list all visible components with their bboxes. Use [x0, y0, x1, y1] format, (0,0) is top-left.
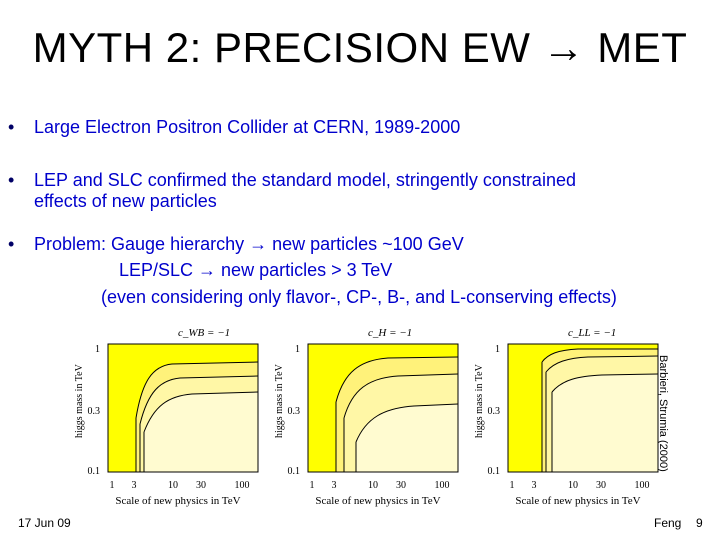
plot-frame — [307, 343, 459, 473]
y-axis-label: higgs mass in TeV — [74, 363, 85, 438]
contour-plots: c_WB = −1 higgs mass in TeV 1 0.3 0.1 1 … — [74, 327, 659, 507]
bullet-text-cont: (even considering only flavor-, CP-, B-,… — [101, 287, 617, 307]
footer-date: 17 Jun 09 — [18, 516, 71, 530]
title-tail: MET — [597, 24, 688, 71]
contour-line — [139, 375, 258, 425]
allowed-region — [356, 404, 458, 472]
footer-author: Feng — [654, 516, 682, 530]
title-text: MYTH 2: PRECISION EW — [32, 24, 531, 71]
x-axis-label: Scale of new physics in TeV — [315, 495, 440, 507]
credit-text: Barbieri, Strumia (2000) — [657, 355, 669, 472]
bullet-dot-icon: • — [8, 170, 15, 190]
bullet-text-cont: LEP/SLC → new particles > 3 TeV — [119, 260, 393, 280]
y-axis-label: higgs mass in TeV — [474, 363, 485, 438]
y-tick: 0.1 — [288, 466, 301, 477]
page-number: 9 — [696, 516, 703, 530]
allowed-region — [144, 392, 258, 472]
plot-panel-1: c_WB = −1 higgs mass in TeV 1 0.3 0.1 1 … — [74, 327, 259, 507]
x-tick: 1 — [310, 480, 315, 491]
y-tick: 1 — [295, 344, 300, 355]
contour-line — [545, 355, 658, 373]
y-tick: 1 — [95, 344, 100, 355]
contour-line — [143, 391, 258, 433]
contour-line — [335, 356, 458, 403]
bullet-text: LEP and SLC confirmed the standard model… — [34, 170, 576, 190]
plot-frame — [507, 343, 659, 473]
x-tick: 3 — [532, 480, 537, 491]
contour-line — [551, 373, 658, 393]
figure-credit: Barbieri, Strumia (2000) — [656, 355, 669, 493]
plot-label: c_H = −1 — [368, 327, 412, 339]
plot-panel-2: c_H = −1 higgs mass in TeV 1 0.3 0.1 1 3… — [274, 327, 459, 507]
y-tick: 0.3 — [88, 406, 101, 417]
x-tick: 30 — [196, 480, 206, 491]
x-tick: 100 — [435, 480, 450, 491]
bullet-dot-icon: • — [8, 234, 15, 254]
bullet-text: Large Electron Positron Collider at CERN… — [34, 117, 461, 137]
x-tick: 1 — [110, 480, 115, 491]
y-axis-label: higgs mass in TeV — [274, 363, 285, 438]
x-tick: 10 — [568, 480, 578, 491]
plot-label: c_LL = −1 — [568, 327, 616, 339]
x-tick: 30 — [396, 480, 406, 491]
contour-line — [355, 403, 458, 443]
x-tick: 30 — [596, 480, 606, 491]
y-tick: 0.1 — [488, 466, 501, 477]
x-tick: 3 — [132, 480, 137, 491]
contour-line — [135, 361, 258, 419]
y-tick: 0.1 — [88, 466, 101, 477]
arrow-icon: → — [542, 24, 586, 71]
y-tick: 0.3 — [288, 406, 301, 417]
x-axis-label: Scale of new physics in TeV — [515, 495, 640, 507]
plot-frame — [107, 343, 259, 473]
y-tick: 1 — [495, 344, 500, 355]
slide-title: MYTH 2: PRECISION EW → MET — [0, 24, 720, 72]
x-tick: 100 — [235, 480, 250, 491]
contour-line — [343, 373, 458, 419]
bullet-text: Problem: Gauge hierarchy → new particles… — [34, 234, 464, 254]
x-tick: 10 — [368, 480, 378, 491]
x-axis-label: Scale of new physics in TeV — [115, 495, 240, 507]
plot-label: c_WB = −1 — [178, 327, 230, 339]
bullet-text-cont: effects of new particles — [34, 191, 217, 211]
allowed-region — [552, 374, 658, 472]
x-tick: 1 — [510, 480, 515, 491]
x-tick: 3 — [332, 480, 337, 491]
x-tick: 10 — [168, 480, 178, 491]
plot-panel-3: c_LL = −1 higgs mass in TeV 1 0.3 0.1 1 … — [474, 327, 659, 507]
x-tick: 100 — [635, 480, 650, 491]
bullet-dot-icon: • — [8, 117, 15, 137]
y-tick: 0.3 — [488, 406, 501, 417]
contour-line — [541, 348, 658, 363]
